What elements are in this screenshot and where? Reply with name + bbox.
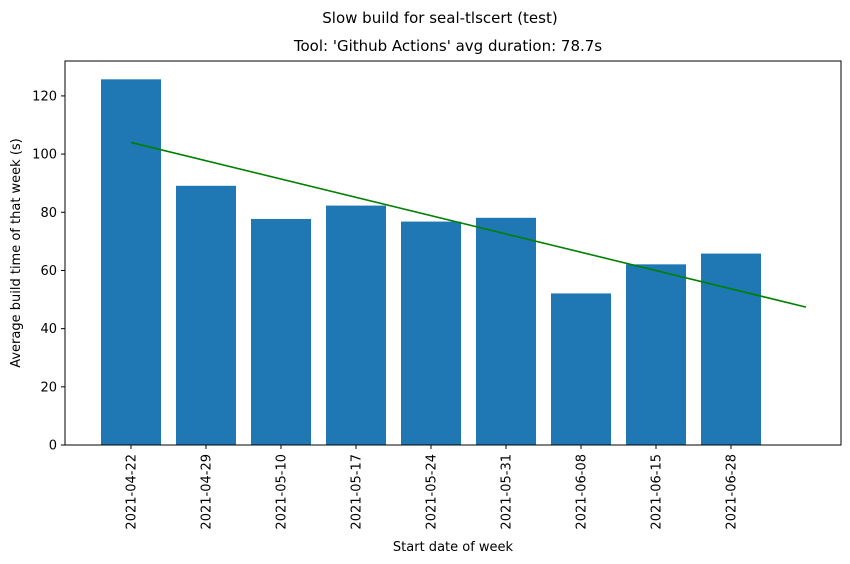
y-tick-label: 0 [49,439,57,454]
trend-line [130,141,807,308]
x-tick-label: 2021-05-31 [500,454,515,530]
x-tick-label: 2021-06-15 [650,454,665,530]
y-tick-label: 40 [40,322,57,337]
bar-2021-06-28 [701,253,761,445]
chart-suptitle: Slow build for seal-tlscert (test) [322,9,557,27]
y-axis: 0 20 40 60 80 100 120 [32,89,65,454]
x-tick-label: 2021-06-08 [575,454,590,530]
bars-group [101,79,761,446]
bar-2021-05-10 [251,218,311,445]
bar-2021-05-24 [401,221,461,445]
y-tick-label: 20 [40,380,57,395]
x-axis: 2021-04-22 2021-04-29 2021-05-10 2021-05-17… [125,445,740,530]
bar-2021-04-22 [101,79,161,445]
plot-frame [64,60,842,446]
bar-2021-05-31 [476,217,536,445]
x-tick-label: 2021-05-24 [425,454,440,530]
x-axis-label: Start date of week [393,540,514,555]
bar-2021-06-08 [551,293,611,445]
trend-group [130,141,807,308]
y-tick-label: 60 [40,264,57,279]
x-tick-label: 2021-04-22 [125,454,140,530]
chart-title: Tool: 'Github Actions' avg duration: 78.… [293,37,602,55]
bar-2021-05-17 [326,205,386,445]
x-tick-label: 2021-05-10 [275,454,290,530]
x-tick-label: 2021-06-28 [725,454,740,530]
y-tick-label: 80 [40,206,57,221]
x-tick-label: 2021-04-29 [200,454,215,530]
y-tick-label: 120 [32,89,57,104]
y-tick-label: 100 [32,148,57,163]
y-axis-label: Average build time of that week (s) [9,138,24,368]
x-tick-label: 2021-05-17 [350,454,365,530]
bar-2021-06-15 [626,264,686,445]
bar-2021-04-29 [176,185,236,446]
